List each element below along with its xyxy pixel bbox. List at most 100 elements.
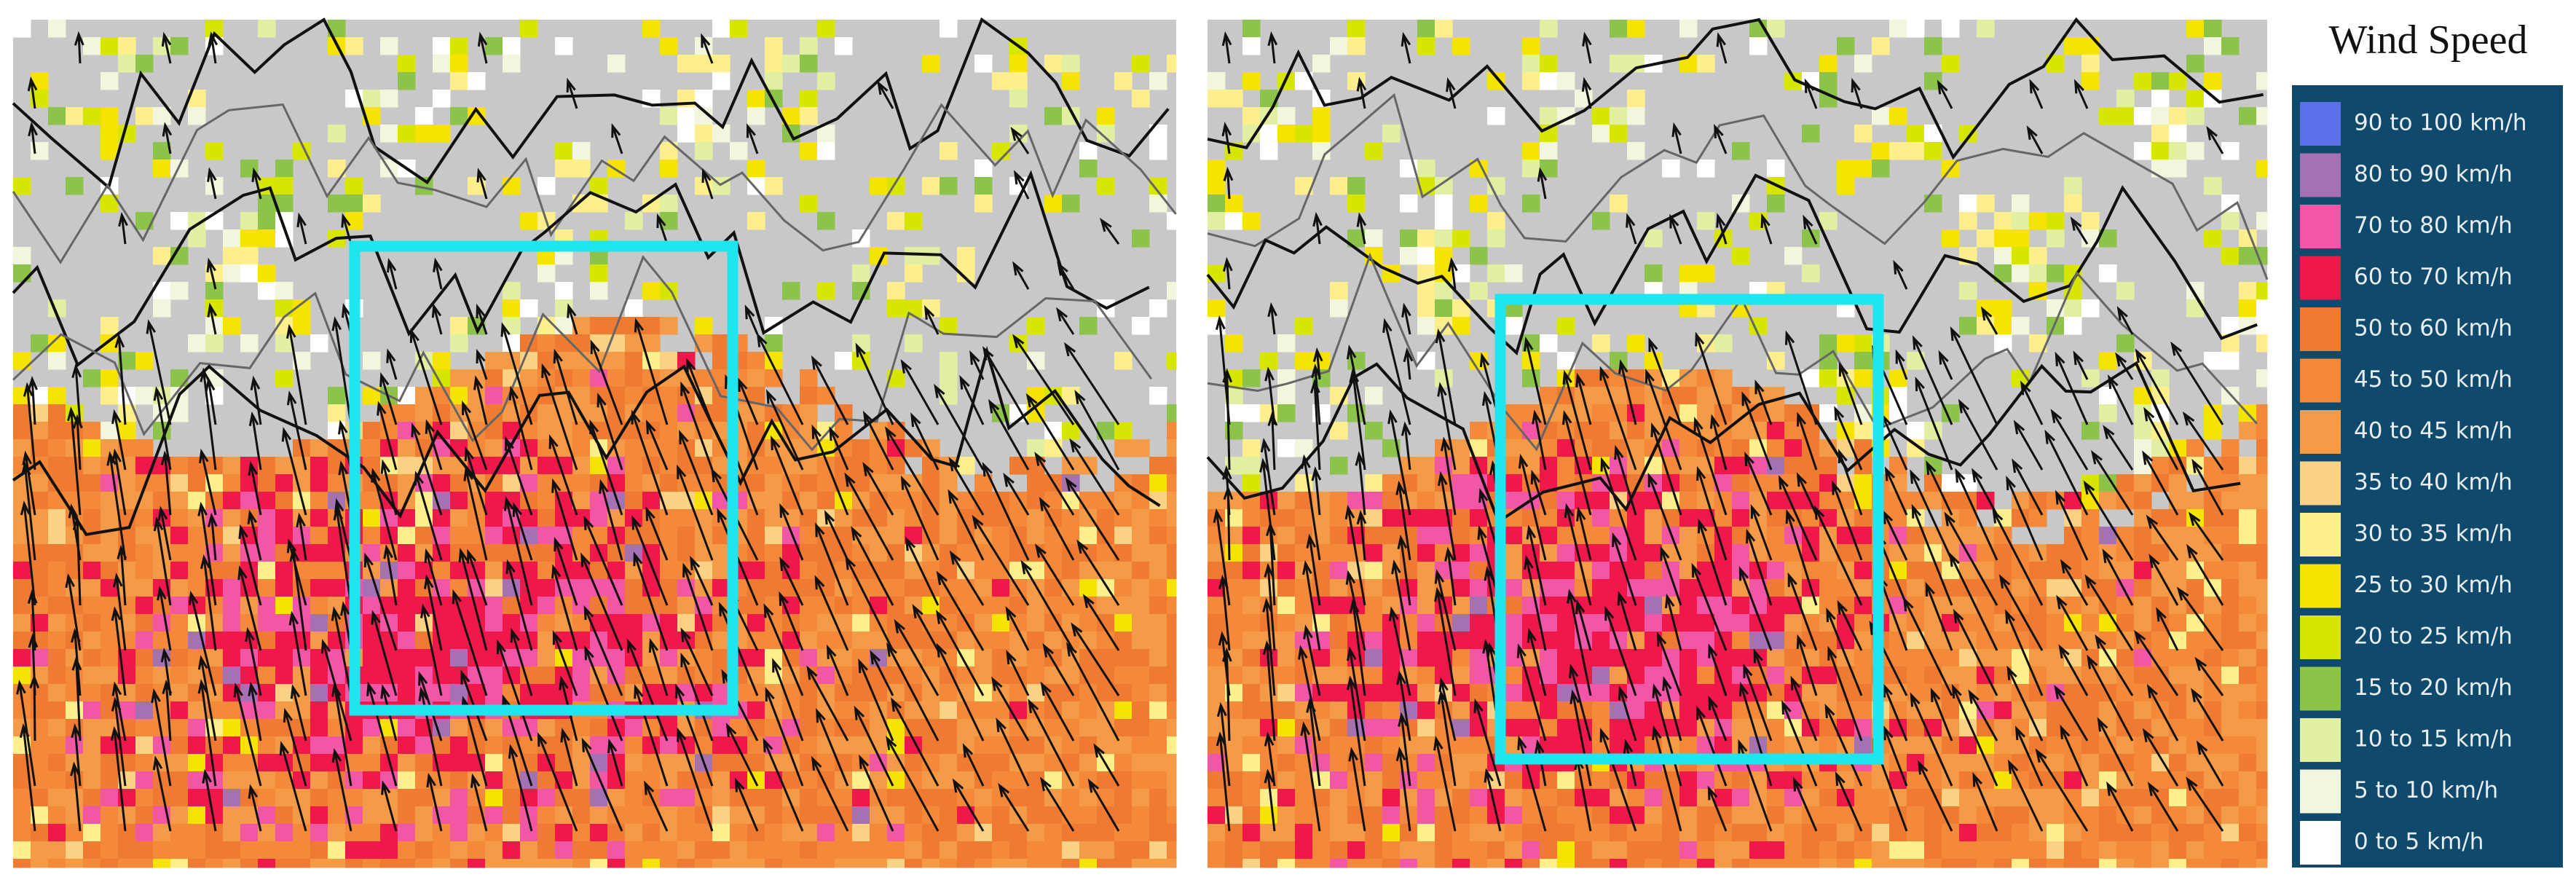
map-cell [1994, 299, 2012, 318]
wind-arrow [111, 606, 127, 696]
map-cell [83, 701, 101, 720]
legend-label: 25 to 30 km/h [2354, 572, 2513, 598]
map-cell [1802, 457, 1820, 475]
map-cell [1924, 142, 1942, 160]
map-cell [48, 859, 66, 868]
map-cell [940, 719, 958, 737]
map-cell [1260, 841, 1278, 860]
map-cell [223, 859, 241, 868]
map-cell [852, 789, 870, 807]
map-cell [1330, 719, 1348, 737]
map-cell [170, 684, 189, 702]
map-cell [835, 352, 853, 370]
map-cell [258, 719, 276, 737]
map-cell [1645, 789, 1663, 807]
map-cell [363, 806, 381, 825]
map-cell [1435, 212, 1453, 230]
map-cell [887, 754, 905, 772]
map-cell [275, 562, 294, 580]
map-cell [328, 824, 346, 842]
map-cell [1994, 562, 2012, 580]
map-cell [1079, 806, 1098, 825]
wind-arrow [779, 556, 804, 606]
wind-arrow [296, 212, 307, 245]
map-cell [1470, 806, 1488, 825]
map-cell [940, 684, 958, 702]
map-cell [1679, 701, 1698, 720]
wind-arrow [553, 348, 578, 425]
map-cell [765, 789, 783, 807]
map-cell [660, 509, 678, 527]
map-cell [1732, 247, 1750, 265]
map-cell [2169, 125, 2187, 143]
map-cell [1260, 701, 1278, 720]
map-cell [485, 649, 503, 667]
legend-label: 50 to 60 km/h [2354, 315, 2513, 342]
map-cell [1277, 841, 1296, 860]
map-cell [870, 806, 888, 825]
map-cell [730, 789, 748, 807]
map-cell [1679, 771, 1698, 790]
map-cell [2256, 614, 2268, 632]
map-cell [170, 212, 189, 230]
map-cell [2047, 632, 2065, 650]
map-cell [135, 649, 154, 667]
map-cell [275, 509, 294, 527]
map-cell [101, 789, 119, 807]
map-cell [1044, 771, 1063, 790]
map-cell [310, 562, 328, 580]
map-cell [1330, 579, 1348, 597]
map-cell [520, 824, 538, 842]
map-cell [1365, 597, 1383, 615]
map-cell [1487, 264, 1505, 283]
wind-arrow [611, 122, 623, 154]
map-cell [2221, 859, 2240, 868]
map-cell [572, 194, 591, 213]
map-cell [1167, 701, 1177, 720]
map-cell [1470, 736, 1488, 755]
map-cell [380, 90, 398, 108]
map-cell [1610, 55, 1628, 73]
map-cell [398, 719, 416, 737]
map-cell [1417, 579, 1435, 597]
map-cell [188, 107, 206, 125]
map-cell [2099, 352, 2117, 370]
map-cell [800, 55, 818, 73]
map-cell [223, 719, 241, 737]
map-cell [887, 527, 905, 545]
map-cell [48, 614, 66, 632]
map-cell [2169, 509, 2187, 527]
map-cell [1767, 859, 1785, 868]
map-cell [1242, 562, 1261, 580]
map-cell [1365, 492, 1383, 510]
map-cell [31, 72, 49, 90]
map-cell [625, 859, 643, 868]
map-cell [1732, 806, 1750, 825]
wind-arrow [936, 570, 985, 651]
map-cell [223, 264, 241, 283]
map-cell [2081, 614, 2100, 632]
wind-arrow [891, 697, 940, 787]
map-cell [660, 422, 678, 440]
map-cell [992, 579, 1010, 597]
map-cell [450, 509, 468, 527]
map-cell [170, 649, 189, 667]
map-cell [1819, 806, 1838, 825]
map-cell [1242, 544, 1261, 562]
map-cell [2151, 632, 2170, 650]
wind-arrow [959, 374, 985, 425]
map-cell [83, 614, 101, 632]
map-cell [415, 527, 433, 545]
map-cell [852, 736, 870, 755]
map-cell [1977, 194, 1995, 213]
wind-arrow [207, 512, 218, 561]
map-cell [572, 614, 591, 632]
map-cell [537, 527, 556, 545]
map-cell [1487, 789, 1505, 807]
wind-arrow [737, 377, 759, 425]
map-cell [1679, 806, 1698, 825]
map-cell [2029, 614, 2047, 632]
map-cell [1540, 509, 1558, 527]
map-cell [974, 824, 993, 842]
map-cell [1732, 597, 1750, 615]
